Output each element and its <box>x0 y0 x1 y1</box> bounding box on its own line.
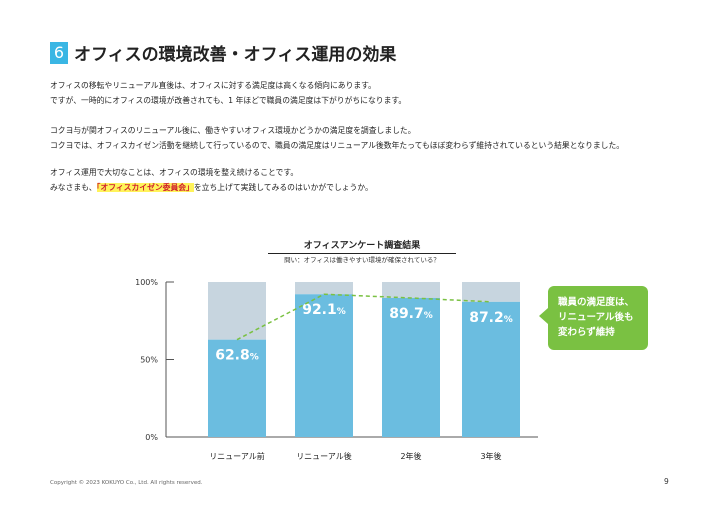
bar-remainder <box>382 282 440 298</box>
trend-line <box>236 293 492 341</box>
bar-remainder <box>295 282 353 295</box>
data-label: 62.8% <box>215 348 259 364</box>
callout-text: 変わらず維持 <box>558 326 615 338</box>
body-text: オフィスの移転やリニューアル直後は、オフィスに対する満足度は高くなる傾向にありま… <box>50 81 376 90</box>
bar <box>382 297 440 437</box>
data-label: 87.2% <box>469 310 513 326</box>
highlight-committee: 「オフィスカイゼン委員会」 <box>96 182 194 192</box>
callout-pointer <box>539 308 548 324</box>
x-tick-label: リニューアル後 <box>296 451 352 461</box>
bar <box>208 339 266 437</box>
closing-paragraph: オフィス運用で大切なことは、オフィスの環境を整え続けることです。 みなさまも、「… <box>50 166 373 195</box>
bar-remainder <box>208 282 266 340</box>
section-title: オフィスの環境改善・オフィス運用の効果 <box>74 45 397 65</box>
chart-title: オフィスアンケート調査結果 <box>268 238 456 254</box>
intro-paragraph: オフィスの移転やリニューアル直後は、オフィスに対する満足度は高くなる傾向にありま… <box>50 79 406 108</box>
body-text: ですが、一時的にオフィスの環境が改善されても、1 年ほどで職員の満足度は下がりが… <box>50 95 407 105</box>
callout-text: 職員の満足度は、 <box>558 296 634 308</box>
section-heading: 6 オフィスの環境改善・オフィス運用の効果 <box>50 40 396 65</box>
y-tick-label: 50% <box>140 356 158 365</box>
body-text: コクヨ与が関オフィスのリニューアル後に、働きやすいオフィス環境かどうかの満足度を… <box>50 126 416 135</box>
callout-text: リニューアル後も <box>558 311 634 323</box>
x-tick-label: リニューアル前 <box>209 451 265 461</box>
chart-subtitle: 問い：オフィスは働きやすい環境が確保されている？ <box>284 256 440 264</box>
y-tick-label: 100% <box>135 278 158 287</box>
callout-box <box>548 286 648 350</box>
x-tick-label: 2年後 <box>400 451 421 461</box>
section-number-badge: 6 <box>50 41 68 64</box>
bar-remainder <box>462 282 520 302</box>
body-text: コクヨでは、オフィスカイゼン活動を継続して行っているので、職員の満足度はリニュー… <box>50 140 625 150</box>
survey-paragraph: コクヨ与が関オフィスのリニューアル後に、働きやすいオフィス環境かどうかの満足度を… <box>50 124 624 153</box>
body-text-post: を立ち上げて実践してみるのはいかがでしょうか。 <box>193 182 373 192</box>
bar <box>295 294 353 437</box>
body-text: オフィス運用で大切なことは、オフィスの環境を整え続けることです。 <box>50 168 299 177</box>
x-tick-label: 3年後 <box>480 451 501 461</box>
data-label: 92.1% <box>302 302 346 318</box>
body-text-pre: みなさまも、 <box>50 182 97 192</box>
y-tick-label: 0% <box>145 433 158 442</box>
page-number: 9 <box>664 477 669 486</box>
data-label: 89.7% <box>389 306 433 322</box>
body-text: みなさまも、「オフィスカイゼン委員会」を立ち上げて実践してみるのはいかがでしょう… <box>50 181 373 196</box>
copyright: Copyright © 2023 KOKUYO Co., Ltd. All ri… <box>50 480 203 486</box>
bar <box>462 301 520 437</box>
